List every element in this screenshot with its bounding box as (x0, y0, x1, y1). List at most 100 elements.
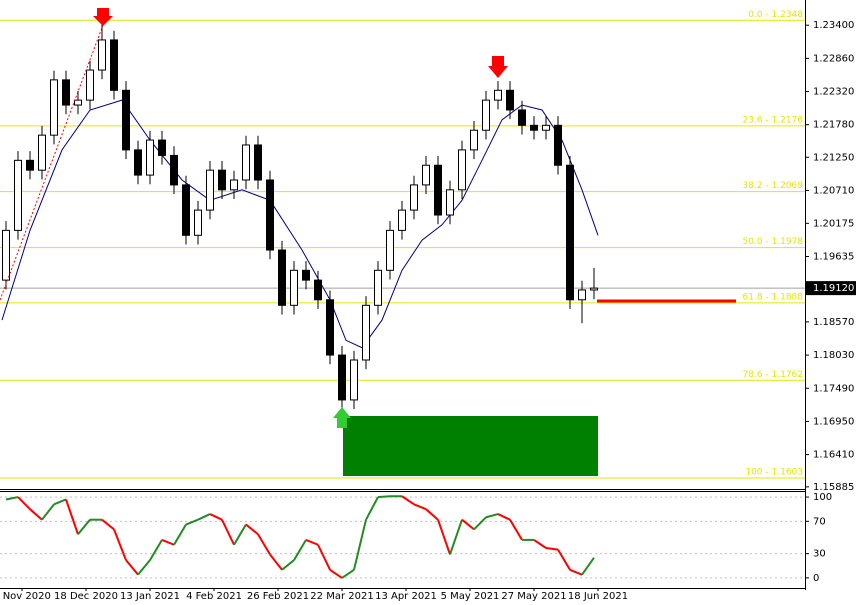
fib-label: 100 - 1.1603 (745, 467, 803, 477)
oscillator-segment (377, 495, 391, 499)
oscillator-segment (185, 518, 199, 526)
candle-body (206, 169, 214, 211)
oscillator-segment (233, 524, 247, 546)
current-price-box (806, 281, 856, 296)
fib-label: 61.8 - 1.1888 (743, 292, 804, 302)
buy-arrow (333, 407, 351, 428)
oscillator-segment (65, 499, 79, 535)
candle-body (506, 89, 514, 111)
oscillator-segment (161, 538, 175, 546)
y-tick-label: 70 (813, 516, 826, 527)
candle-body (254, 144, 262, 181)
oscillator-segment (341, 568, 355, 579)
oscillator-segment (473, 516, 487, 531)
candle-body (170, 154, 178, 186)
trend-line (0, 24, 104, 301)
candle-body (482, 99, 490, 131)
candle-body (578, 289, 586, 301)
candle-body (386, 229, 394, 271)
x-tick-label: 22 Mar 2021 (310, 591, 373, 602)
candle-body (446, 189, 454, 216)
oscillator-segment (545, 546, 559, 551)
candle-body (422, 164, 430, 186)
oscillator-segment (41, 503, 55, 521)
oscillator-segment (113, 529, 127, 561)
candle-body (530, 124, 538, 131)
candle-body (242, 144, 250, 181)
candle-body (554, 124, 562, 166)
fib-label: 50.0 - 1.1978 (743, 237, 804, 247)
candle-body (410, 184, 418, 211)
oscillator-segment (293, 539, 307, 561)
oscillator-segment (317, 544, 331, 571)
candle-body (62, 79, 70, 106)
candle-body (2, 229, 10, 281)
y-tick-label: 1.20175 (813, 218, 854, 229)
oscillator-segment (149, 539, 163, 561)
oscillator-segment (281, 559, 295, 571)
candle-body (182, 184, 190, 236)
candle-body (230, 179, 238, 191)
candle-body (266, 179, 274, 251)
oscillator-segment (305, 538, 319, 546)
oscillator-segment (269, 553, 283, 571)
x-tick-label: 27 May 2021 (501, 591, 566, 602)
x-tick-label: 13 Apr 2021 (375, 591, 437, 602)
candle-body (14, 159, 22, 231)
candle-body (134, 149, 142, 176)
y-tick-label: 1.19635 (813, 251, 854, 262)
candle-body (278, 249, 286, 306)
oscillator-segment (485, 513, 499, 519)
fib-label: 23.6 - 1.2176 (743, 115, 804, 125)
oscillator-segment (401, 495, 415, 506)
candle-body (86, 69, 94, 101)
y-tick-label: 100 (813, 492, 832, 503)
target-zone (343, 416, 598, 476)
candle-body (398, 209, 406, 231)
oscillator-segment (581, 557, 595, 576)
y-tick-label: 1.22320 (813, 87, 854, 98)
oscillator-segment (209, 513, 223, 521)
candle-body (146, 139, 154, 176)
candle-body (194, 209, 202, 236)
candle-body (566, 164, 574, 301)
candle-body (26, 159, 34, 171)
y-tick-label: 1.17490 (813, 383, 854, 394)
y-tick-label: 1.21250 (813, 152, 854, 163)
oscillator-segment (533, 539, 547, 549)
y-tick-label: 1.21780 (813, 120, 854, 131)
oscillator-segment (449, 519, 463, 555)
candle-body (542, 124, 550, 131)
y-tick-label: 1.20710 (813, 185, 854, 196)
y-tick-label: 0 (813, 573, 819, 584)
oscillator-segment (353, 519, 367, 571)
oscillator-segment (557, 549, 571, 571)
oscillator-segment (137, 559, 151, 576)
oscillator-segment (197, 513, 211, 521)
candle-body (458, 149, 466, 191)
oscillator-segment (125, 559, 139, 576)
candle-body (290, 269, 298, 306)
candle-body (494, 89, 502, 101)
oscillator-segment (569, 568, 583, 576)
y-tick-label: 1.23400 (813, 20, 854, 31)
oscillator-segment (461, 518, 475, 531)
candle-body (302, 269, 310, 281)
candle-body (74, 99, 82, 106)
candle-body (350, 359, 358, 401)
current-price-label: 1.19120 (813, 283, 854, 294)
x-tick-label: 26 Feb 2021 (247, 591, 309, 602)
candle-body (362, 304, 370, 361)
oscillator-segment (425, 508, 439, 521)
oscillator-segment (101, 518, 115, 531)
candle-body (38, 134, 46, 171)
sell-arrow (93, 8, 113, 26)
candle-body (338, 354, 346, 401)
oscillator-segment (5, 496, 19, 501)
oscillator-segment (53, 498, 67, 506)
candle-body (590, 287, 598, 291)
x-tick-label: 13 Jan 2021 (120, 591, 180, 602)
candle-body (122, 89, 130, 151)
y-tick-label: 1.22860 (813, 53, 854, 64)
